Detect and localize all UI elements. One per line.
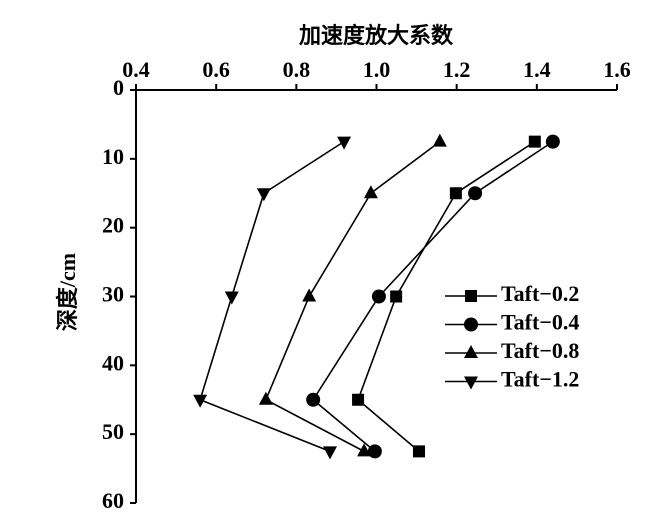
marker <box>256 188 271 202</box>
marker <box>464 345 478 358</box>
y-tick-label: 30 <box>102 282 124 307</box>
marker <box>371 289 386 304</box>
legend-label: Taft−0.2 <box>501 281 579 306</box>
chart-title: 加速度放大系数 <box>298 23 454 48</box>
x-tick-label: 1.4 <box>523 57 551 82</box>
y-tick-label: 40 <box>102 350 124 375</box>
marker <box>528 135 541 148</box>
y-tick-label: 0 <box>113 75 124 100</box>
series-line <box>199 140 345 453</box>
marker <box>302 288 317 302</box>
marker <box>465 290 477 302</box>
y-tick-label: 10 <box>102 144 124 169</box>
marker <box>432 133 447 147</box>
y-tick-label: 50 <box>102 419 124 444</box>
marker <box>449 187 462 200</box>
marker <box>468 186 483 201</box>
x-tick-label: 1.2 <box>443 57 471 82</box>
marker <box>545 134 560 149</box>
marker <box>464 317 478 332</box>
legend-label: Taft−1.2 <box>501 367 579 392</box>
marker <box>464 376 478 390</box>
marker <box>323 446 338 460</box>
marker <box>258 391 273 405</box>
marker <box>390 290 403 303</box>
x-tick-label: 0.4 <box>122 57 150 82</box>
y-axis-label: 深度/cm <box>55 253 80 331</box>
x-tick-label: 0.6 <box>202 57 230 82</box>
marker <box>412 445 425 458</box>
x-tick-label: 1.6 <box>603 57 631 82</box>
marker <box>306 392 321 407</box>
legend-label: Taft−0.8 <box>501 338 579 363</box>
marker <box>367 444 382 459</box>
y-tick-label: 20 <box>102 213 124 238</box>
marker <box>224 291 239 305</box>
legend-label: Taft−0.4 <box>501 310 579 335</box>
marker <box>363 185 378 199</box>
marker <box>357 443 372 457</box>
marker <box>337 136 352 150</box>
marker <box>352 393 365 406</box>
marker <box>193 394 208 408</box>
y-tick-label: 60 <box>102 488 124 513</box>
x-tick-label: 0.8 <box>283 57 311 82</box>
x-tick-label: 1.0 <box>363 57 391 82</box>
